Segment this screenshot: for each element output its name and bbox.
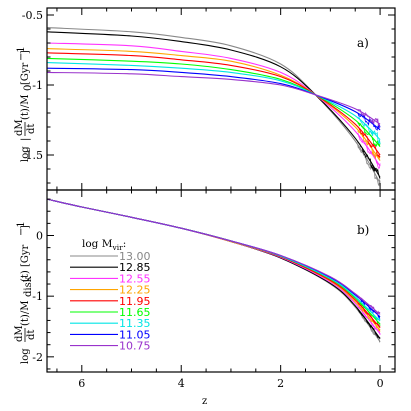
series-line-b-12_55	[47, 198, 381, 335]
legend-entry-label: 10.75	[119, 340, 151, 353]
legend-entry-label: 11.95	[119, 295, 151, 308]
xtick-label: 2	[277, 377, 284, 390]
legend-title: log Mvir:	[82, 238, 126, 252]
panel-a: -0.5 -1 1.5	[22, 7, 396, 191]
xtick-label: 6	[78, 377, 85, 390]
series-noise-a-12_55	[357, 132, 381, 170]
series-line-b-11_05	[47, 198, 381, 318]
ylabel-a-log: log	[20, 146, 31, 162]
ylabel-a-bar: |	[20, 138, 31, 141]
series-noise-a-12_85	[357, 142, 381, 179]
xlabel: z	[202, 396, 207, 407]
series-line-a-11_65	[47, 57, 381, 147]
series-noise-a-11_65	[357, 122, 381, 148]
legend-entry-label: 12.55	[119, 272, 151, 285]
series-line-a-10_75	[47, 71, 381, 125]
ylabel-b-close: ]	[20, 225, 31, 229]
xtick-label: 0	[377, 377, 384, 390]
legend-entry-label: 11.35	[119, 317, 151, 330]
ylabel-a-frac-bottom: dt	[26, 124, 37, 134]
ylabel-a-mid: (t)/M	[20, 95, 31, 120]
ytick-label-b: -2	[32, 351, 43, 364]
series-line-a-12_25	[47, 48, 381, 161]
ylabel-a-close: ]	[20, 50, 31, 54]
ylabel-b-after: (t) [Gyr	[20, 244, 31, 282]
ytick-label-a: -0.5	[22, 9, 43, 22]
ylabel-a-sub: 0	[23, 85, 34, 91]
panel-b-label: b)	[357, 223, 369, 237]
legend-entry-label: 12.85	[119, 261, 151, 274]
ylabel-b-mid: (t)/M	[20, 301, 31, 326]
series-noise-a-11_95	[357, 125, 381, 159]
series-line-b-13	[47, 198, 381, 342]
ylabel-b-sub: disk	[23, 275, 34, 297]
legend-entry-label: 11.65	[119, 306, 151, 319]
series-line-a-11_95	[47, 52, 381, 156]
series-line-a-13	[47, 27, 381, 184]
panel-a-label: a)	[357, 36, 369, 50]
series-noise-a-13	[357, 145, 381, 187]
ylabel-b-sup: −1	[16, 221, 27, 236]
ylabel-b-log: log	[20, 348, 31, 364]
series-line-b-12_25	[47, 198, 381, 331]
series-line-b-11_65	[47, 198, 381, 325]
series-line-b-12_85	[47, 198, 381, 339]
legend: log Mvir: 13.0012.8512.5512.2511.9511.65…	[70, 238, 151, 353]
panel-b-ylabel: log dM dt (t)/M disk (t) [Gyr −1 ]	[14, 221, 37, 364]
plot-frame	[46, 7, 396, 191]
series-noise-b-11_95	[357, 302, 381, 328]
series-line-a-12_85	[47, 31, 381, 178]
series-line-b-10_75	[47, 198, 381, 315]
plot-frame	[46, 189, 396, 373]
series-noise-b-12_55	[357, 306, 381, 336]
xtick-label: 4	[178, 377, 185, 390]
series-noise-a-11_35	[357, 116, 381, 145]
series-noise-b-13	[357, 310, 381, 343]
ylabel-b-frac-bottom: dt	[26, 330, 37, 340]
series-noise-a-12_25	[357, 130, 381, 160]
panel-b: 0 -1 -2 6 4 2 0	[32, 189, 396, 390]
panel-a-ylabel: log | dM dt (t)/M 0 [Gyr −1 ]	[14, 46, 37, 162]
series-noise-b-12_85	[357, 308, 381, 339]
ylabel-a-frac-top: dM	[14, 119, 25, 136]
series-line-a-11_05	[47, 67, 381, 131]
series-noise-b-10_75	[357, 295, 381, 316]
ytick-label-a: 1.5	[26, 149, 44, 162]
legend-entry-label: 11.05	[119, 328, 151, 341]
series-noise-a-10_75	[357, 109, 381, 128]
legend-entry-label: 12.25	[119, 284, 151, 297]
series-line-a-12_55	[47, 42, 381, 167]
series-noise-b-12_25	[357, 303, 381, 332]
series-noise-b-11_35	[357, 298, 381, 322]
ytick-label-b: 0	[36, 230, 43, 243]
ytick-label-b: -1	[32, 290, 43, 303]
ylabel-a-bracket: [Gyr	[20, 62, 31, 85]
ytick-label-a: -1	[32, 79, 43, 92]
ylabel-a-sup: −1	[16, 46, 27, 61]
ylabel-b-frac-top: dM	[14, 325, 25, 342]
legend-entry-label: 13.00	[119, 250, 151, 263]
series-line-a-11_35	[47, 62, 381, 140]
series-line-b-11_95	[47, 198, 381, 329]
series-line-b-11_35	[47, 198, 381, 322]
